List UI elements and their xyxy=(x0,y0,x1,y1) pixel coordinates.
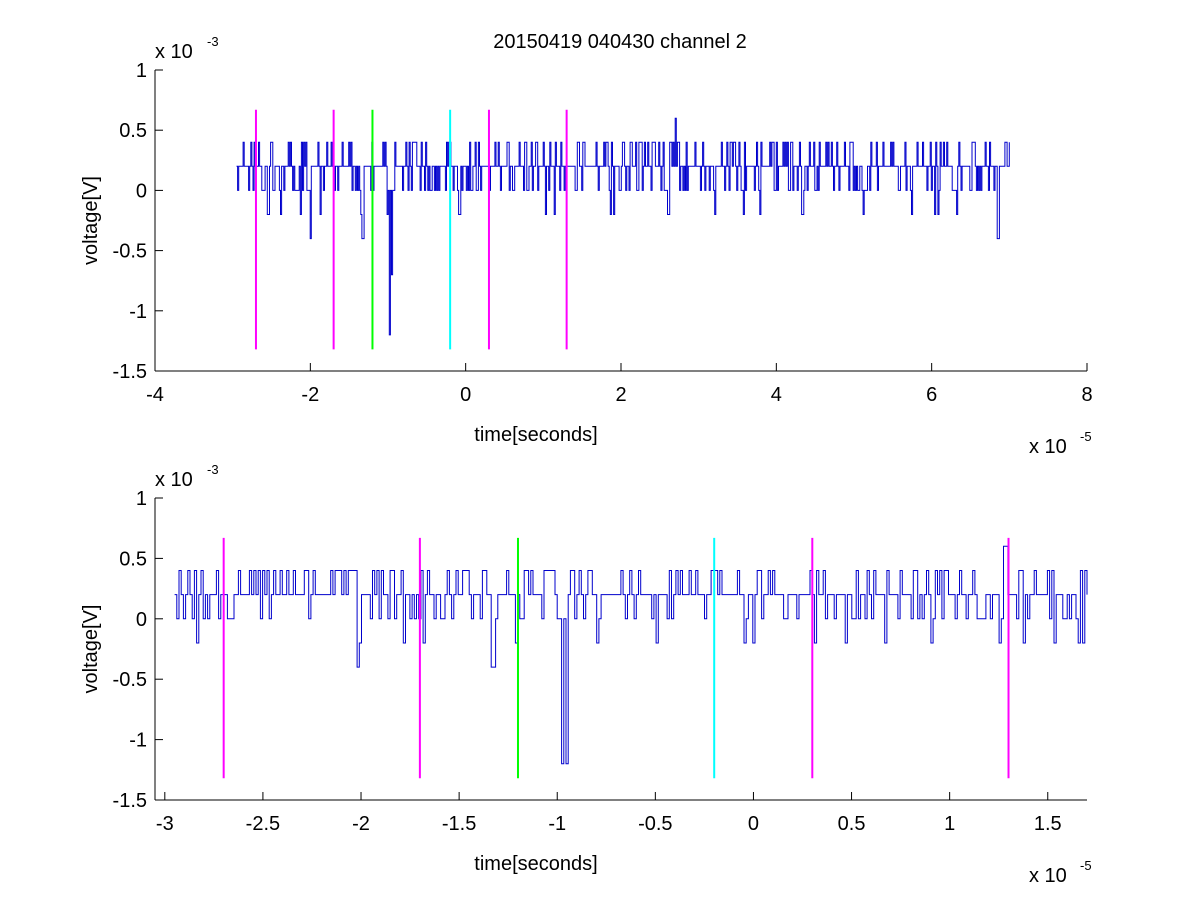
x-tick-label: 1 xyxy=(944,813,955,835)
y-tick-label: -1.5 xyxy=(113,790,147,812)
y-tick-label: -1 xyxy=(129,730,147,752)
x-exponent-label: x 10 xyxy=(1029,436,1067,458)
y-tick-label: -0.5 xyxy=(113,241,147,263)
x-tick-label: 2 xyxy=(615,384,626,406)
y-tick-label: 0.5 xyxy=(119,120,147,142)
x-tick-label: -2.5 xyxy=(246,813,280,835)
signal-trace xyxy=(174,545,1088,765)
x-axis-label: time[seconds] xyxy=(474,424,597,446)
x-tick-label: 0.5 xyxy=(838,813,866,835)
y-exponent-label: x 10 xyxy=(155,469,193,491)
x-exponent-power: -5 xyxy=(1080,429,1092,444)
x-tick-label: -0.5 xyxy=(638,813,672,835)
x-tick-label: 6 xyxy=(926,384,937,406)
y-tick-label: -1.5 xyxy=(113,361,147,383)
x-tick-label: 0 xyxy=(460,384,471,406)
x-tick-label: 0 xyxy=(748,813,759,835)
bottom-panel: -3 -2.5 -2 -1.5 -1 -0.5 0 0.5 1 1.5 -1.5 -1 -0.5 0 0.5… xyxy=(80,462,1092,887)
top-panel: -4 -2 0 2 4 6 8 -1.5 -1 -0.5 0 0.5 1 x 10 -3 x 10 -5 time… xyxy=(80,34,1093,458)
signal-trace xyxy=(236,117,1010,336)
y-tick-label: -0.5 xyxy=(113,669,147,691)
x-tick-label: -3 xyxy=(156,813,174,835)
y-tick-label: 1 xyxy=(136,60,147,82)
y-tick-label: 0 xyxy=(136,609,147,631)
y-exponent-power: -3 xyxy=(207,462,219,477)
x-tick-label: -4 xyxy=(146,384,164,406)
y-tick-label: 0 xyxy=(136,180,147,202)
x-tick-label: 8 xyxy=(1081,384,1092,406)
y-axis-label: voltage[V] xyxy=(80,605,102,694)
y-tick-label: 1 xyxy=(136,488,147,510)
x-tick-label: -2 xyxy=(352,813,370,835)
x-exponent-power: -5 xyxy=(1080,858,1092,873)
x-tick-label: 4 xyxy=(771,384,782,406)
x-tick-label: -1.5 xyxy=(442,813,476,835)
x-tick-label: -1 xyxy=(548,813,566,835)
y-tick-label: 0.5 xyxy=(119,548,147,570)
y-axis-label: voltage[V] xyxy=(80,176,102,265)
y-exponent-label: x 10 xyxy=(155,41,193,63)
y-exponent-power: -3 xyxy=(207,34,219,49)
y-tick-label: -1 xyxy=(129,301,147,323)
x-axis-label: time[seconds] xyxy=(474,853,597,875)
chart-title: 20150419 040430 channel 2 xyxy=(493,31,747,53)
x-exponent-label: x 10 xyxy=(1029,865,1067,887)
x-tick-label: 1.5 xyxy=(1034,813,1062,835)
x-tick-label: -2 xyxy=(301,384,319,406)
